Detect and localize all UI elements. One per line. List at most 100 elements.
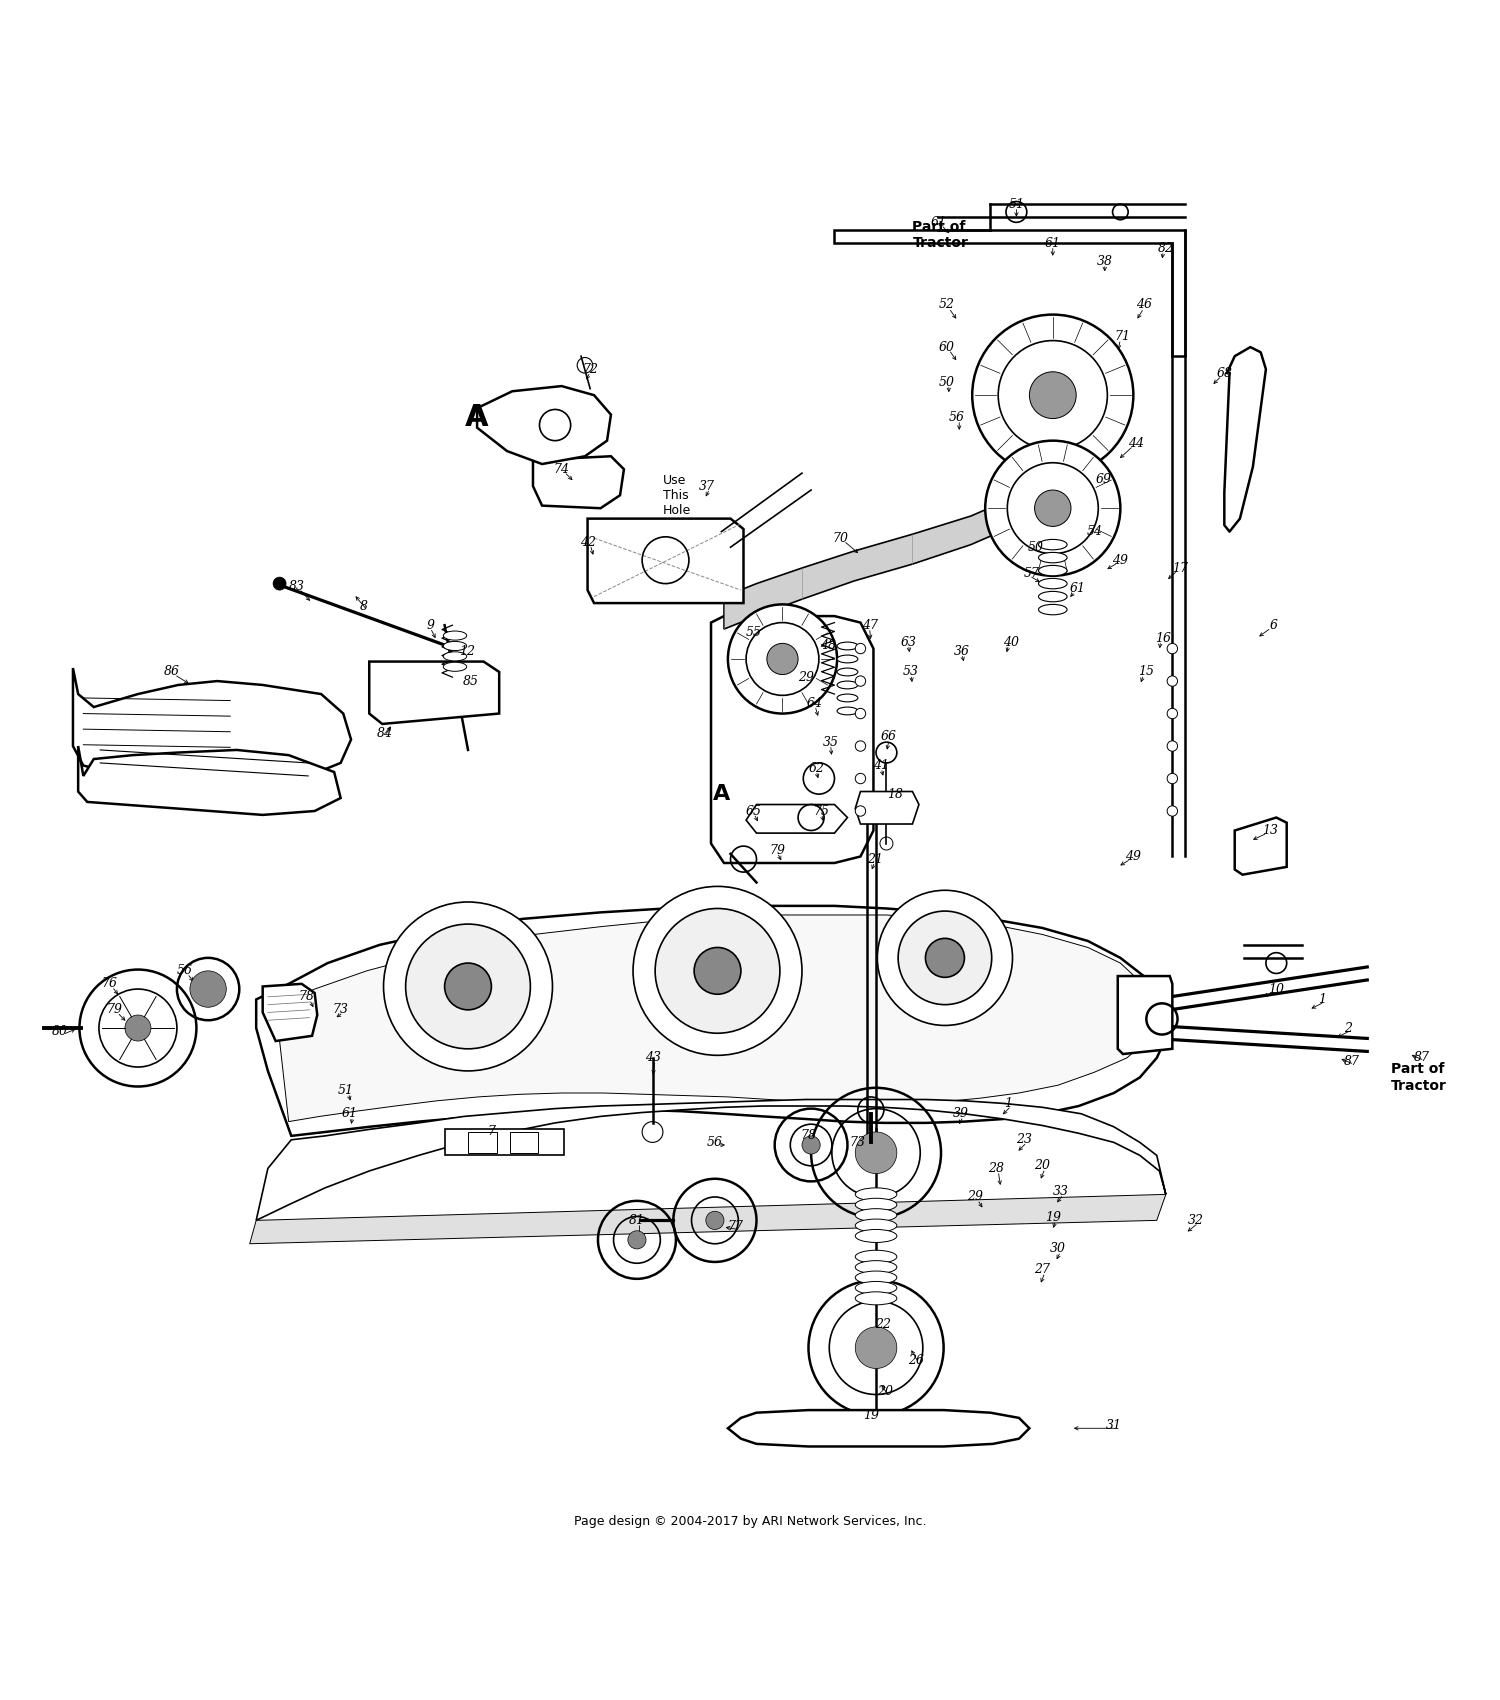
Ellipse shape xyxy=(855,1229,897,1243)
Circle shape xyxy=(855,741,865,751)
Polygon shape xyxy=(728,1409,1029,1447)
Text: 43: 43 xyxy=(645,1051,660,1064)
Text: 21: 21 xyxy=(867,853,883,865)
Text: 48: 48 xyxy=(821,639,836,653)
Text: 61: 61 xyxy=(1070,583,1086,595)
Circle shape xyxy=(706,1212,724,1229)
Text: 13: 13 xyxy=(1262,824,1278,836)
Circle shape xyxy=(1167,677,1178,687)
Polygon shape xyxy=(262,984,318,1040)
Polygon shape xyxy=(256,1100,1166,1221)
Text: 39: 39 xyxy=(952,1107,969,1120)
Text: 52: 52 xyxy=(938,298,954,311)
Text: 46: 46 xyxy=(1136,298,1152,311)
Text: 72: 72 xyxy=(582,362,598,376)
Polygon shape xyxy=(532,456,624,508)
Circle shape xyxy=(972,314,1134,476)
Text: 12: 12 xyxy=(459,644,474,658)
Text: 35: 35 xyxy=(822,736,839,748)
Text: 51: 51 xyxy=(1008,197,1025,211)
Text: 6: 6 xyxy=(1269,619,1278,632)
Text: 56: 56 xyxy=(706,1136,723,1149)
Circle shape xyxy=(766,643,798,675)
Text: 51: 51 xyxy=(338,1085,354,1096)
Text: 32: 32 xyxy=(1188,1214,1203,1227)
Ellipse shape xyxy=(855,1272,897,1284)
Text: 16: 16 xyxy=(1155,632,1172,644)
Polygon shape xyxy=(444,1129,564,1156)
Text: 56: 56 xyxy=(948,411,964,423)
Text: 10: 10 xyxy=(1269,983,1284,996)
Text: 82: 82 xyxy=(1158,241,1174,255)
Circle shape xyxy=(628,1231,646,1250)
Text: 79: 79 xyxy=(770,843,786,857)
Text: 15: 15 xyxy=(1138,665,1155,678)
Circle shape xyxy=(728,605,837,714)
Text: 79: 79 xyxy=(106,1003,123,1017)
Ellipse shape xyxy=(855,1219,897,1232)
Ellipse shape xyxy=(444,631,466,641)
Circle shape xyxy=(926,938,964,977)
Text: 87: 87 xyxy=(1344,1056,1359,1068)
Text: 38: 38 xyxy=(1096,255,1113,269)
Text: 85: 85 xyxy=(462,675,478,687)
Circle shape xyxy=(855,643,865,654)
Circle shape xyxy=(1008,462,1098,554)
Text: 73: 73 xyxy=(333,1003,348,1017)
Polygon shape xyxy=(1234,818,1287,876)
Text: 74: 74 xyxy=(554,462,570,476)
Text: 26: 26 xyxy=(909,1355,924,1367)
Circle shape xyxy=(855,774,865,784)
Polygon shape xyxy=(746,804,847,833)
Circle shape xyxy=(124,1015,152,1040)
Text: 86: 86 xyxy=(164,665,180,678)
Ellipse shape xyxy=(855,1292,897,1306)
Text: 69: 69 xyxy=(1095,473,1112,486)
Text: 61: 61 xyxy=(342,1107,357,1120)
Ellipse shape xyxy=(1038,552,1066,563)
Circle shape xyxy=(746,622,819,695)
Ellipse shape xyxy=(855,1188,897,1200)
Text: 31: 31 xyxy=(1106,1420,1122,1431)
Ellipse shape xyxy=(855,1250,897,1263)
Text: 65: 65 xyxy=(746,804,762,818)
Polygon shape xyxy=(588,518,744,604)
Ellipse shape xyxy=(837,643,858,649)
Circle shape xyxy=(855,1328,897,1368)
Text: 78: 78 xyxy=(298,991,315,1003)
Text: 68: 68 xyxy=(1216,367,1233,379)
Polygon shape xyxy=(74,668,351,785)
Text: 17: 17 xyxy=(1172,561,1188,575)
Circle shape xyxy=(986,440,1120,576)
Polygon shape xyxy=(724,447,1053,629)
Text: 42: 42 xyxy=(579,536,596,549)
Text: 54: 54 xyxy=(1086,525,1102,539)
Text: 8: 8 xyxy=(360,600,368,614)
Circle shape xyxy=(898,911,992,1005)
Ellipse shape xyxy=(444,641,466,651)
Text: 19: 19 xyxy=(862,1409,879,1421)
Circle shape xyxy=(656,908,780,1034)
Circle shape xyxy=(1167,709,1178,719)
Polygon shape xyxy=(711,615,873,864)
Text: 71: 71 xyxy=(1114,330,1131,343)
Text: 20: 20 xyxy=(1035,1159,1050,1173)
Ellipse shape xyxy=(1038,592,1066,602)
Ellipse shape xyxy=(855,1209,897,1222)
Text: 76: 76 xyxy=(102,977,117,991)
Text: 36: 36 xyxy=(954,644,970,658)
Circle shape xyxy=(384,903,552,1071)
Text: 63: 63 xyxy=(900,636,916,649)
Ellipse shape xyxy=(1038,578,1066,588)
Text: 55: 55 xyxy=(746,627,762,639)
Circle shape xyxy=(802,1136,820,1154)
Text: Use
This
Hole: Use This Hole xyxy=(663,474,692,517)
Text: 1: 1 xyxy=(1318,993,1326,1006)
Ellipse shape xyxy=(1038,605,1066,615)
Polygon shape xyxy=(855,792,920,824)
Circle shape xyxy=(1035,490,1071,527)
Circle shape xyxy=(444,964,492,1010)
Text: 30: 30 xyxy=(1050,1243,1066,1256)
Ellipse shape xyxy=(855,1198,897,1212)
Circle shape xyxy=(190,971,226,1006)
